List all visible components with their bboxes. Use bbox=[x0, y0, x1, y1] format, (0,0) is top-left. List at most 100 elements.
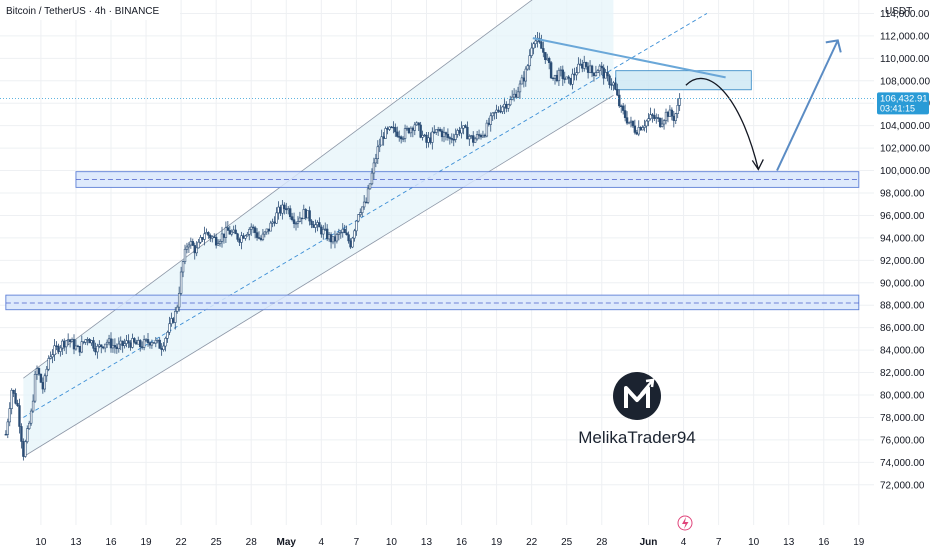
candle-body bbox=[214, 236, 218, 246]
candle-body bbox=[201, 237, 204, 240]
time-tick-label: 16 bbox=[456, 537, 468, 548]
candle-body bbox=[300, 217, 304, 220]
candle-body bbox=[501, 106, 504, 112]
price-tick-label: 72,000.00 bbox=[880, 480, 925, 491]
candle-body bbox=[565, 76, 568, 80]
price-tick-label: 108,000.00 bbox=[880, 76, 930, 87]
candle-body bbox=[635, 132, 639, 135]
candle-body bbox=[179, 271, 183, 294]
candle-body bbox=[164, 338, 167, 347]
candle-body bbox=[273, 221, 276, 224]
price-tick-label: 96,000.00 bbox=[880, 211, 925, 222]
candle-body bbox=[220, 233, 224, 242]
candle-body bbox=[473, 138, 477, 143]
candle-body bbox=[92, 340, 95, 349]
candle-body bbox=[466, 126, 469, 140]
candle-body bbox=[438, 129, 442, 132]
candle-body bbox=[446, 133, 450, 138]
candle-body bbox=[98, 344, 101, 347]
candle-body bbox=[283, 204, 286, 209]
candle-body bbox=[302, 209, 305, 220]
candle-body bbox=[115, 346, 119, 350]
candle-body bbox=[292, 219, 296, 224]
candle-body bbox=[351, 237, 354, 248]
candle-body bbox=[547, 58, 551, 63]
candle-body bbox=[59, 347, 62, 352]
candle-body bbox=[588, 65, 592, 73]
candle-body bbox=[234, 229, 237, 235]
candle-body bbox=[170, 318, 173, 325]
candle-body bbox=[549, 62, 553, 79]
candle-body bbox=[102, 346, 105, 349]
candle-body bbox=[259, 237, 263, 240]
candle-body bbox=[20, 426, 23, 442]
candle-body bbox=[448, 137, 452, 139]
drawings bbox=[532, 37, 842, 171]
candle-body bbox=[670, 109, 674, 117]
watermark-logo-arrow-icon bbox=[640, 378, 655, 395]
candle-body bbox=[544, 52, 547, 61]
candle-body bbox=[532, 43, 535, 49]
candle-body bbox=[676, 105, 679, 114]
candle-body bbox=[567, 76, 570, 79]
candle-body bbox=[189, 241, 193, 246]
candle-body bbox=[49, 356, 52, 359]
candle-body bbox=[228, 230, 231, 235]
candle-body bbox=[586, 66, 590, 73]
candle-body bbox=[322, 229, 325, 235]
candle-body bbox=[505, 103, 508, 109]
candle-body bbox=[559, 69, 563, 72]
price-axis[interactable]: 72,000.00 74,000.00 76,000.00 78,000.00 80,0… bbox=[874, 0, 932, 550]
last-price-value: 106,432.91 bbox=[880, 93, 928, 104]
candle-body bbox=[518, 83, 522, 93]
candle-body bbox=[604, 72, 607, 79]
price-tick-label: 86,000.00 bbox=[880, 323, 925, 334]
candle-body bbox=[460, 127, 463, 134]
time-axis[interactable]: 10 13 16 19 22 25 28 May 4 7 10 13 16 19 22 25 28 Jun 4 7 10… bbox=[0, 530, 874, 550]
zone-upper-box bbox=[615, 70, 752, 91]
candle-body bbox=[614, 82, 617, 90]
candle-body bbox=[657, 117, 660, 119]
candle-body bbox=[602, 67, 605, 79]
candle-body bbox=[119, 340, 122, 345]
candle-body bbox=[384, 128, 387, 139]
candle-body bbox=[470, 135, 473, 137]
candle-body bbox=[242, 235, 245, 239]
candle-body bbox=[320, 226, 323, 235]
time-tick-label: 16 bbox=[818, 537, 830, 548]
candle-body bbox=[612, 82, 615, 86]
candle-body bbox=[436, 129, 440, 131]
candle-body bbox=[524, 68, 528, 82]
candle-body bbox=[419, 124, 422, 138]
candle-body bbox=[176, 306, 179, 312]
candle-body bbox=[185, 246, 189, 250]
lightning-icon[interactable] bbox=[677, 515, 693, 531]
candle-body bbox=[144, 339, 148, 341]
candle-body bbox=[140, 346, 144, 348]
candle-body bbox=[123, 343, 126, 346]
candle-body bbox=[606, 72, 609, 77]
candle-body bbox=[433, 131, 436, 134]
candle-body bbox=[78, 346, 82, 353]
candle-body bbox=[156, 339, 159, 342]
candle-body bbox=[514, 93, 518, 98]
candle-body bbox=[218, 240, 222, 244]
candle-body bbox=[285, 208, 288, 211]
candle-body bbox=[232, 229, 235, 233]
symbol-title[interactable]: Bitcoin / TetherUS · 4h · BINANCE bbox=[6, 6, 160, 17]
candle-body bbox=[137, 340, 140, 345]
candle-body bbox=[135, 341, 138, 345]
candle-body bbox=[131, 338, 134, 348]
candle-body bbox=[647, 118, 650, 122]
candle-body bbox=[22, 441, 25, 457]
price-tick-label: 104,000.00 bbox=[880, 121, 930, 132]
candle-body bbox=[271, 221, 274, 224]
candle-body bbox=[213, 236, 216, 238]
candle-body bbox=[380, 136, 383, 146]
candle-body bbox=[629, 120, 633, 123]
candle-body bbox=[121, 340, 124, 346]
candle-body bbox=[592, 72, 596, 76]
candle-body bbox=[415, 122, 418, 126]
